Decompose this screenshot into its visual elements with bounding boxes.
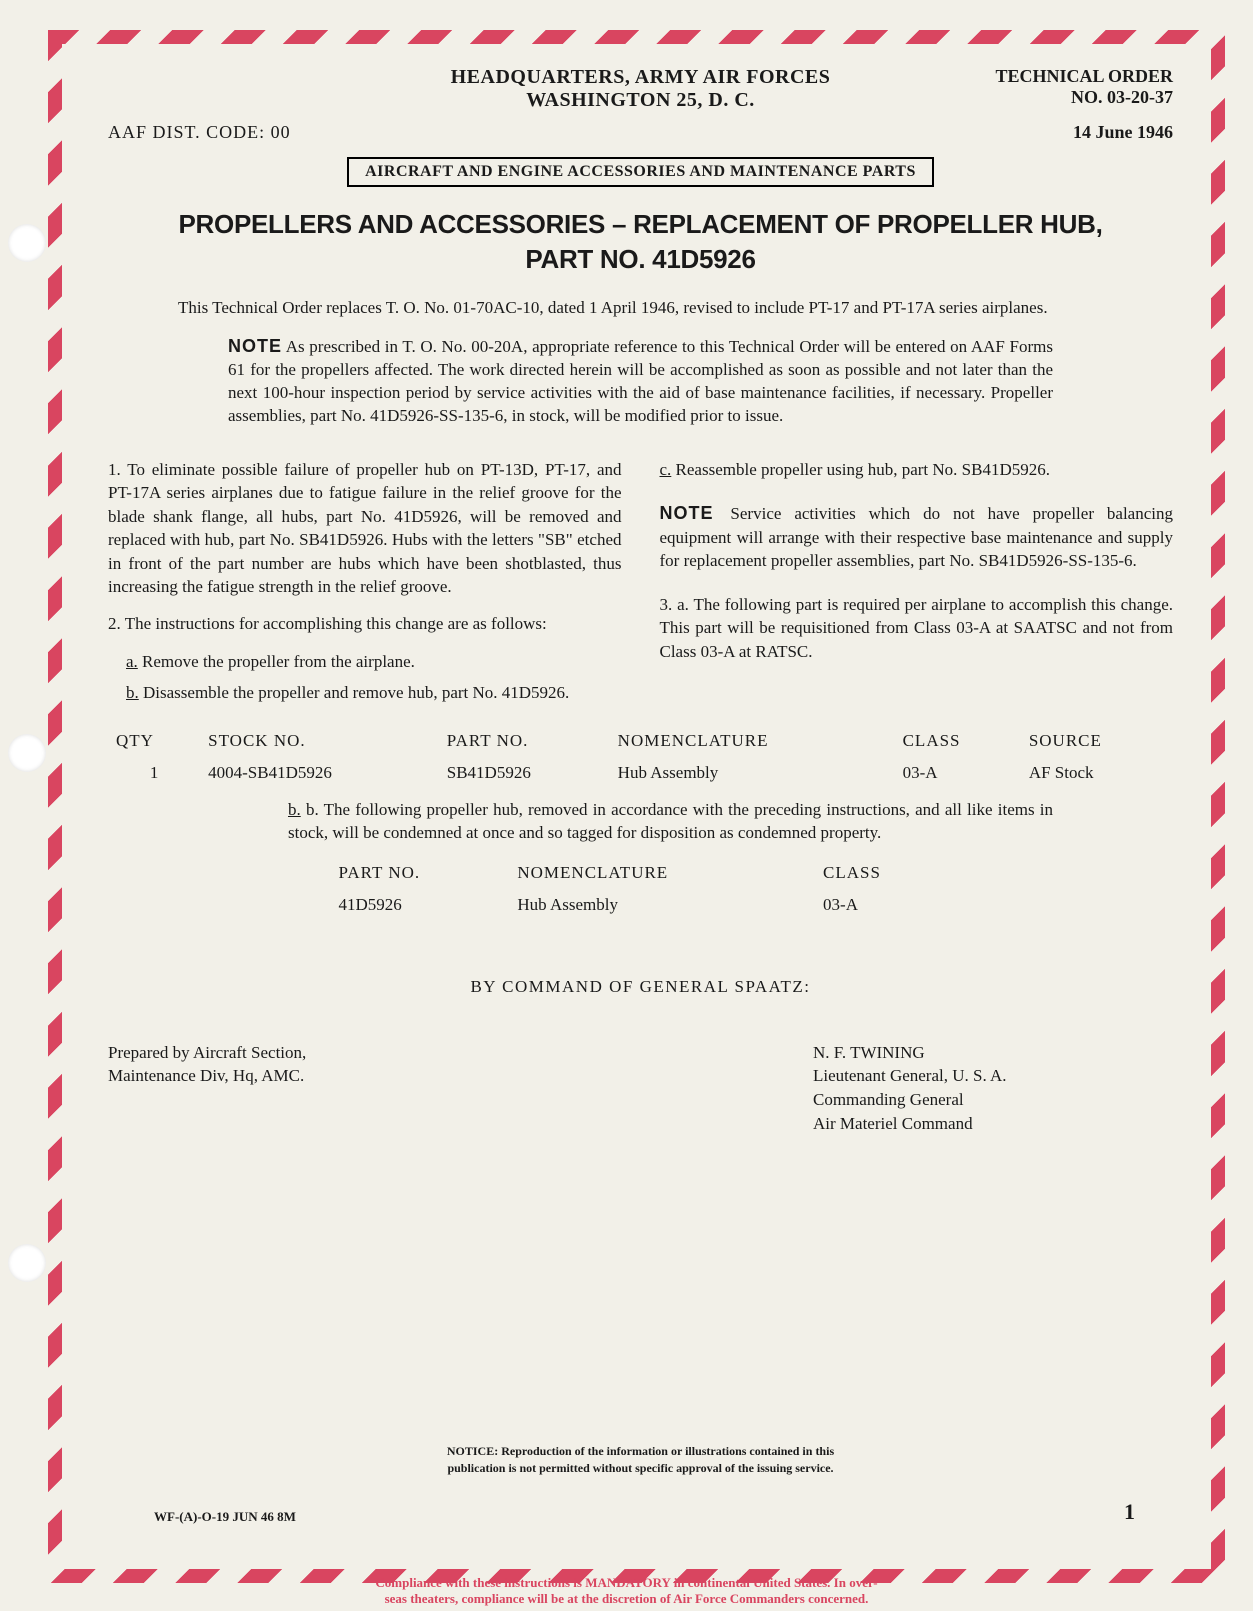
th-stock: STOCK NO. <box>200 731 439 761</box>
note2-label: NOTE <box>660 503 714 523</box>
page-number: 1 <box>1124 1499 1135 1525</box>
hq-line1: HEADQUARTERS, ARMY AIR FORCES <box>328 66 953 89</box>
punch-hole <box>8 224 46 262</box>
table-header-row: PART NO. NOMENCLATURE CLASS <box>331 863 951 893</box>
prepared-by: Prepared by Aircraft Section, Maintenanc… <box>108 1041 428 1136</box>
parts-table-2: PART NO. NOMENCLATURE CLASS 41D5926 Hub … <box>331 863 951 917</box>
content: HEADQUARTERS, ARMY AIR FORCES WASHINGTON… <box>108 66 1173 1539</box>
columns: 1. To eliminate possible failure of prop… <box>108 458 1173 713</box>
table-row: 41D5926 Hub Assembly 03-A <box>331 893 951 917</box>
date: 14 June 1946 <box>1073 122 1173 143</box>
category-wrap: AIRCRAFT AND ENGINE ACCESSORIES AND MAIN… <box>108 143 1173 187</box>
punch-hole <box>8 734 46 772</box>
print-code: WF-(A)-O-19 JUN 46 8M <box>154 1509 296 1525</box>
category-box: AIRCRAFT AND ENGINE ACCESSORIES AND MAIN… <box>347 157 934 187</box>
note2-text: Service activities which do not have pro… <box>660 504 1174 570</box>
header-row: HEADQUARTERS, ARMY AIR FORCES WASHINGTON… <box>108 66 1173 112</box>
tech-order-no: TECHNICAL ORDER NO. 03-20-37 <box>953 66 1173 108</box>
th-class2: CLASS <box>815 863 950 893</box>
hq-line2: WASHINGTON 25, D. C. <box>328 89 953 112</box>
page: HEADQUARTERS, ARMY AIR FORCES WASHINGTON… <box>0 0 1253 1611</box>
th-part2: PART NO. <box>331 863 510 893</box>
th-nomen2: NOMENCLATURE <box>509 863 815 893</box>
th-nomen: NOMENCLATURE <box>610 731 895 761</box>
signatory: N. F. TWINING Lieutenant General, U. S. … <box>813 1041 1173 1136</box>
left-column: 1. To eliminate possible failure of prop… <box>108 458 622 713</box>
para-1: 1. To eliminate possible failure of prop… <box>108 458 622 599</box>
command-line: BY COMMAND OF GENERAL SPAATZ: <box>108 977 1173 997</box>
th-class: CLASS <box>895 731 1021 761</box>
step-b: b. Disassemble the propeller and remove … <box>126 681 622 704</box>
inner-page: HEADQUARTERS, ARMY AIR FORCES WASHINGTON… <box>62 44 1211 1569</box>
to-label: TECHNICAL ORDER <box>953 66 1173 87</box>
dist-code: AAF DIST. CODE: 00 <box>108 122 291 143</box>
intro-text: This Technical Order replaces T. O. No. … <box>178 297 1103 320</box>
main-title-1: PROPELLERS AND ACCESSORIES – REPLACEMENT… <box>108 209 1173 240</box>
signature-row: Prepared by Aircraft Section, Maintenanc… <box>108 1041 1173 1136</box>
para-2: 2. The instructions for accomplishing th… <box>108 612 622 635</box>
note2-block: NOTE Service activities which do not hav… <box>660 501 1174 573</box>
note-text: As prescribed in T. O. No. 00-20A, appro… <box>228 337 1053 425</box>
to-number: NO. 03-20-37 <box>953 87 1173 108</box>
note-block: NOTE As prescribed in T. O. No. 00-20A, … <box>228 334 1053 428</box>
para-3: 3. a. The following part is required per… <box>660 593 1174 663</box>
headquarters: HEADQUARTERS, ARMY AIR FORCES WASHINGTON… <box>328 66 953 112</box>
compliance-notice: Compliance with these instructions is MA… <box>0 1575 1253 1607</box>
note-label: NOTE <box>228 336 282 356</box>
th-source: SOURCE <box>1021 731 1173 761</box>
striped-border: HEADQUARTERS, ARMY AIR FORCES WASHINGTON… <box>48 30 1225 1583</box>
parts-table-1: QTY STOCK NO. PART NO. NOMENCLATURE CLAS… <box>108 731 1173 785</box>
table-row: 1 4004-SB41D5926 SB41D5926 Hub Assembly … <box>108 761 1173 785</box>
th-part: PART NO. <box>439 731 610 761</box>
main-title-2: PART NO. 41D5926 <box>108 244 1173 275</box>
b-note: b. b. The following propeller hub, remov… <box>288 799 1053 845</box>
th-qty: QTY <box>108 731 200 761</box>
right-column: c. Reassemble propeller using hub, part … <box>660 458 1174 713</box>
table-header-row: QTY STOCK NO. PART NO. NOMENCLATURE CLAS… <box>108 731 1173 761</box>
reproduction-notice: NOTICE: Reproduction of the information … <box>108 1443 1173 1477</box>
punch-hole <box>8 1244 46 1282</box>
step-c: c. Reassemble propeller using hub, part … <box>660 458 1174 481</box>
step-a: a. Remove the propeller from the airplan… <box>126 650 622 673</box>
